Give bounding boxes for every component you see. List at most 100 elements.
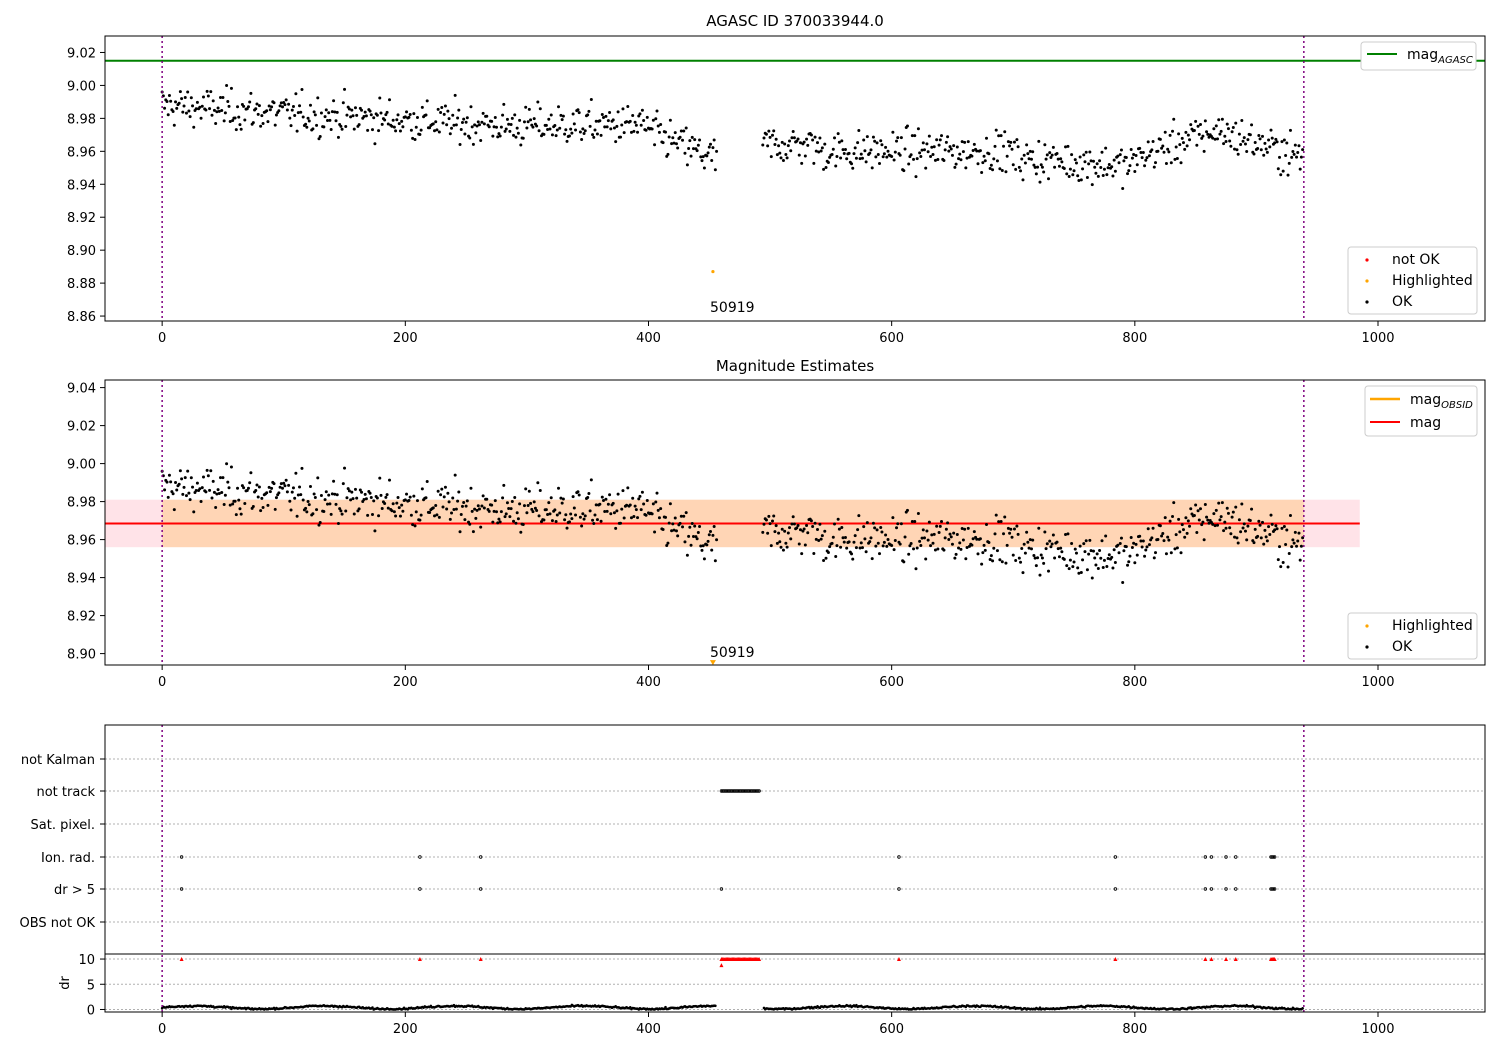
ok-point <box>281 486 285 490</box>
ok-point <box>1181 528 1185 532</box>
ok-point <box>464 504 468 508</box>
ok-point <box>198 105 202 109</box>
dr-capped-marker <box>757 957 762 962</box>
ok-point <box>394 514 398 518</box>
x-tick-label: 800 <box>1122 1022 1147 1037</box>
ok-point <box>214 506 218 510</box>
ok-point <box>1156 149 1160 153</box>
ok-point <box>802 140 806 144</box>
ok-point <box>1198 123 1202 127</box>
ok-point <box>479 139 483 143</box>
ok-point <box>548 127 552 131</box>
ok-point <box>702 166 706 170</box>
ok-point <box>1236 541 1240 545</box>
ok-point <box>612 511 616 515</box>
ok-point <box>831 147 835 151</box>
ok-point <box>1301 148 1305 152</box>
ok-point <box>434 504 438 508</box>
ok-point <box>878 162 882 166</box>
ok-point <box>295 514 299 518</box>
ok-point <box>291 104 295 108</box>
ok-point <box>698 138 702 142</box>
ok-point <box>1074 551 1078 555</box>
ok-point <box>642 502 646 506</box>
ok-point <box>809 133 813 137</box>
ok-point <box>1166 535 1170 539</box>
ok-point <box>513 496 517 500</box>
ok-point <box>1195 143 1199 147</box>
ok-point <box>398 514 402 518</box>
ok-point <box>1129 148 1133 152</box>
ok-point <box>834 555 838 559</box>
ok-point <box>773 530 777 534</box>
ok-point <box>437 515 441 519</box>
ok-point <box>481 111 485 115</box>
ok-point <box>890 154 894 158</box>
ok-point <box>563 518 567 522</box>
flag-point <box>897 855 901 859</box>
ok-point <box>226 480 230 484</box>
ok-point <box>1230 515 1234 519</box>
ok-point <box>191 104 195 108</box>
ok-point <box>1219 129 1223 133</box>
ok-point <box>1065 172 1069 176</box>
ok-point <box>925 529 929 533</box>
ok-point <box>1138 146 1142 150</box>
ok-point <box>1032 553 1036 557</box>
ok-point <box>1223 520 1227 524</box>
ok-point <box>526 120 530 124</box>
ok-point <box>397 506 401 510</box>
ok-point <box>1119 536 1123 540</box>
ok-point <box>186 469 190 473</box>
ok-point <box>984 523 988 527</box>
ok-point <box>300 466 304 470</box>
ok-point <box>501 496 505 500</box>
ok-point <box>1288 513 1292 517</box>
ok-point <box>182 485 186 489</box>
ok-point <box>1299 155 1303 159</box>
ok-point <box>268 108 272 112</box>
ok-point <box>362 497 366 501</box>
ok-point <box>1126 172 1130 176</box>
ok-point <box>1107 553 1111 557</box>
ok-point <box>274 113 278 117</box>
ok-point <box>546 513 550 517</box>
ok-point <box>219 96 223 100</box>
ok-point <box>1275 527 1279 531</box>
ok-point <box>701 544 705 548</box>
dr-capped-marker <box>1233 957 1238 962</box>
ok-point <box>409 513 413 517</box>
ok-point <box>1044 547 1048 551</box>
ok-point <box>1055 152 1059 156</box>
ok-point <box>845 546 849 550</box>
ok-point <box>536 100 540 104</box>
ok-point <box>1087 162 1091 166</box>
ok-point <box>1010 535 1014 539</box>
ok-point <box>1057 164 1061 168</box>
ok-point <box>360 490 364 494</box>
ok-point <box>1189 123 1193 127</box>
ok-point <box>390 509 394 513</box>
ok-point <box>1171 514 1175 518</box>
ok-point <box>282 481 286 485</box>
ok-point <box>1124 545 1128 549</box>
ok-point <box>496 521 500 525</box>
dr-capped-marker <box>1224 957 1229 962</box>
ok-point <box>910 519 914 523</box>
ok-point <box>1081 558 1085 562</box>
ok-point <box>507 506 511 510</box>
ok-point <box>786 144 790 148</box>
ok-point <box>1023 551 1027 555</box>
ok-point <box>1161 144 1165 148</box>
ok-point <box>357 507 361 511</box>
ok-point <box>388 478 392 482</box>
ok-point <box>944 140 948 144</box>
ok-point <box>625 503 629 507</box>
ok-point <box>383 501 387 505</box>
x-tick-label: 1000 <box>1361 675 1394 690</box>
ok-point <box>284 98 288 102</box>
ok-point <box>869 148 873 152</box>
ok-point <box>593 513 597 517</box>
ok-point <box>510 500 514 504</box>
ok-point <box>886 149 890 153</box>
